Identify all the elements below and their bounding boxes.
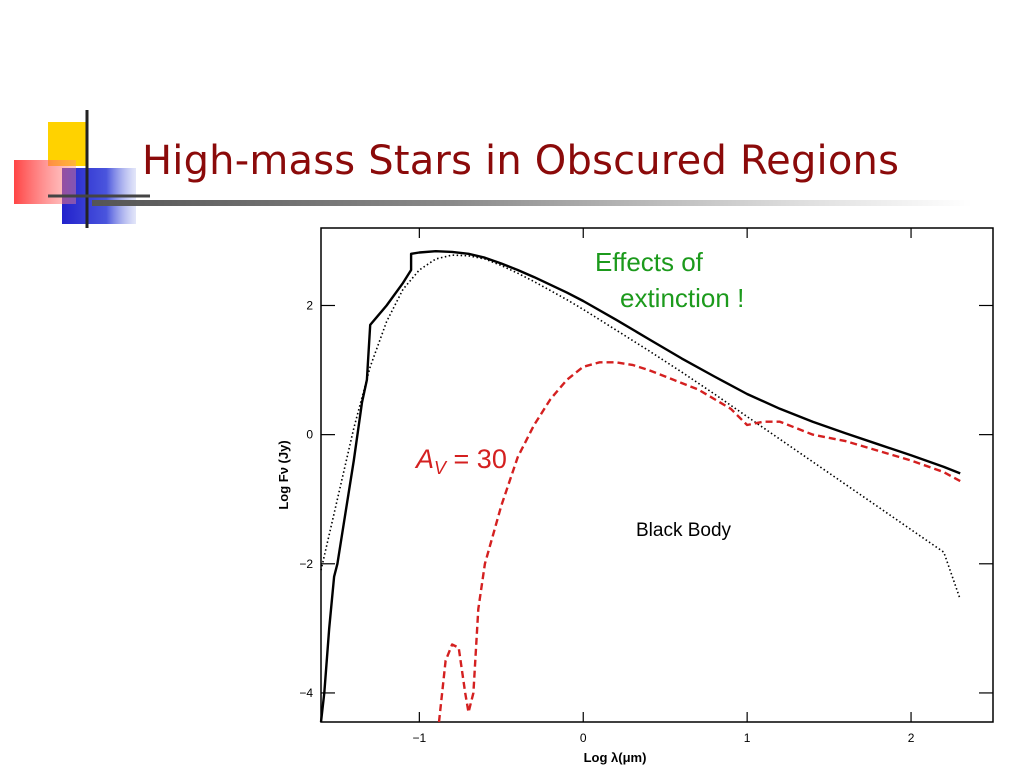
y-tick-label: −2 xyxy=(299,557,313,571)
dotted-curve xyxy=(320,254,961,600)
solid-curve xyxy=(319,250,961,723)
effects-annotation-line1: Effects of xyxy=(595,247,704,277)
x-tick-label: −1 xyxy=(412,731,426,745)
x-tick-label: 0 xyxy=(580,731,587,745)
x-tick-label: 2 xyxy=(908,731,915,745)
x-axis-label: Log λ(μm) xyxy=(584,750,647,765)
y-tick-label: 2 xyxy=(306,298,313,312)
x-tick-label: 1 xyxy=(744,731,751,745)
av-value: = 30 xyxy=(446,444,507,474)
slide-title: High-mass Stars in Obscured Regions xyxy=(142,138,900,184)
curves xyxy=(319,250,961,723)
axis-ticks: −1 0 1 2 −4 −2 0 2 xyxy=(299,228,993,745)
plot-frame xyxy=(320,227,994,723)
y-tick-label: 0 xyxy=(306,428,313,442)
sed-chart: Log λ(μm) Log Fν (Jy) Effects of extinct… xyxy=(276,227,994,765)
logo-yellow-square xyxy=(48,122,88,166)
av-annotation: AV = 30 xyxy=(414,444,507,478)
dashed-curve xyxy=(437,361,961,723)
y-tick-label: −4 xyxy=(299,686,313,700)
black-body-label: Black Body xyxy=(636,520,732,541)
y-axis-label: Log Fν (Jy) xyxy=(276,440,291,509)
title-underline xyxy=(92,200,972,206)
effects-annotation-line2: extinction ! xyxy=(620,283,744,313)
av-subscript: V xyxy=(434,458,448,478)
slide-logo xyxy=(14,110,150,228)
av-symbol: A xyxy=(414,444,434,474)
